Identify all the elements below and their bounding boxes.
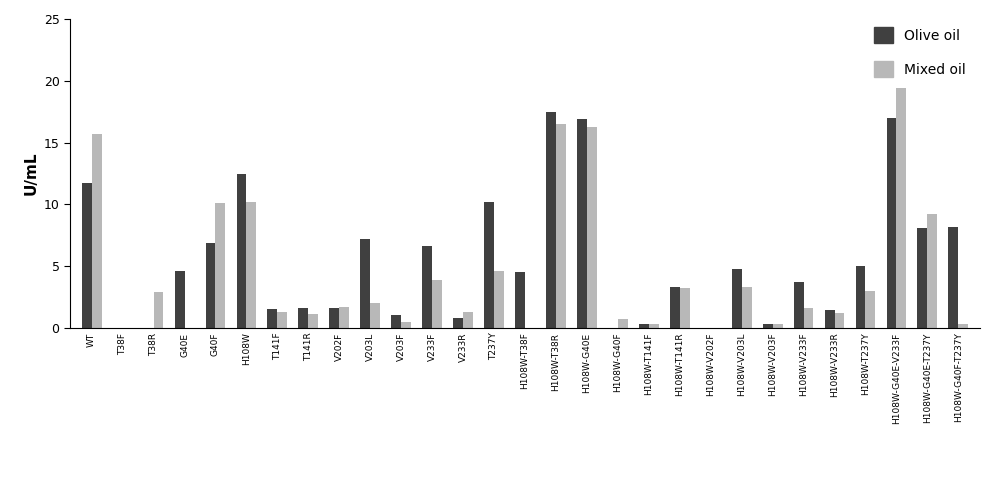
Bar — [432, 280, 442, 328]
Bar — [804, 308, 813, 328]
Bar — [732, 268, 742, 328]
Bar — [927, 214, 937, 328]
Bar — [267, 309, 277, 328]
Bar — [546, 112, 556, 328]
Bar — [742, 287, 752, 328]
Bar — [298, 308, 308, 328]
Bar — [680, 288, 690, 328]
Bar — [339, 307, 349, 328]
Bar — [391, 315, 401, 328]
Bar — [237, 174, 246, 328]
Bar — [370, 303, 380, 328]
Bar — [773, 324, 783, 328]
Bar — [329, 308, 339, 328]
Bar — [360, 239, 370, 328]
Y-axis label: U/mL: U/mL — [23, 152, 38, 195]
Bar — [246, 202, 256, 328]
Bar — [763, 324, 773, 328]
Bar — [82, 183, 92, 328]
Bar — [887, 118, 896, 328]
Bar — [958, 324, 968, 328]
Bar — [649, 324, 659, 328]
Bar — [639, 324, 649, 328]
Bar — [835, 313, 844, 328]
Bar — [670, 287, 680, 328]
Bar — [453, 318, 463, 328]
Bar — [825, 310, 835, 328]
Bar — [494, 271, 504, 328]
Bar — [92, 134, 102, 328]
Bar — [515, 272, 525, 328]
Bar — [577, 119, 587, 328]
Bar — [794, 282, 804, 328]
Bar — [422, 246, 432, 328]
Bar — [154, 292, 163, 328]
Bar — [896, 88, 906, 328]
Bar — [277, 312, 287, 328]
Bar — [463, 312, 473, 328]
Bar — [618, 319, 628, 328]
Bar — [856, 266, 865, 328]
Bar — [484, 202, 494, 328]
Bar — [308, 314, 318, 328]
Bar — [865, 291, 875, 328]
Bar — [215, 203, 225, 328]
Bar — [175, 271, 185, 328]
Bar — [587, 127, 597, 328]
Bar — [401, 321, 411, 328]
Bar — [948, 227, 958, 328]
Bar — [206, 242, 215, 328]
Bar — [917, 228, 927, 328]
Legend: Olive oil, Mixed oil: Olive oil, Mixed oil — [867, 20, 973, 84]
Bar — [556, 124, 566, 328]
